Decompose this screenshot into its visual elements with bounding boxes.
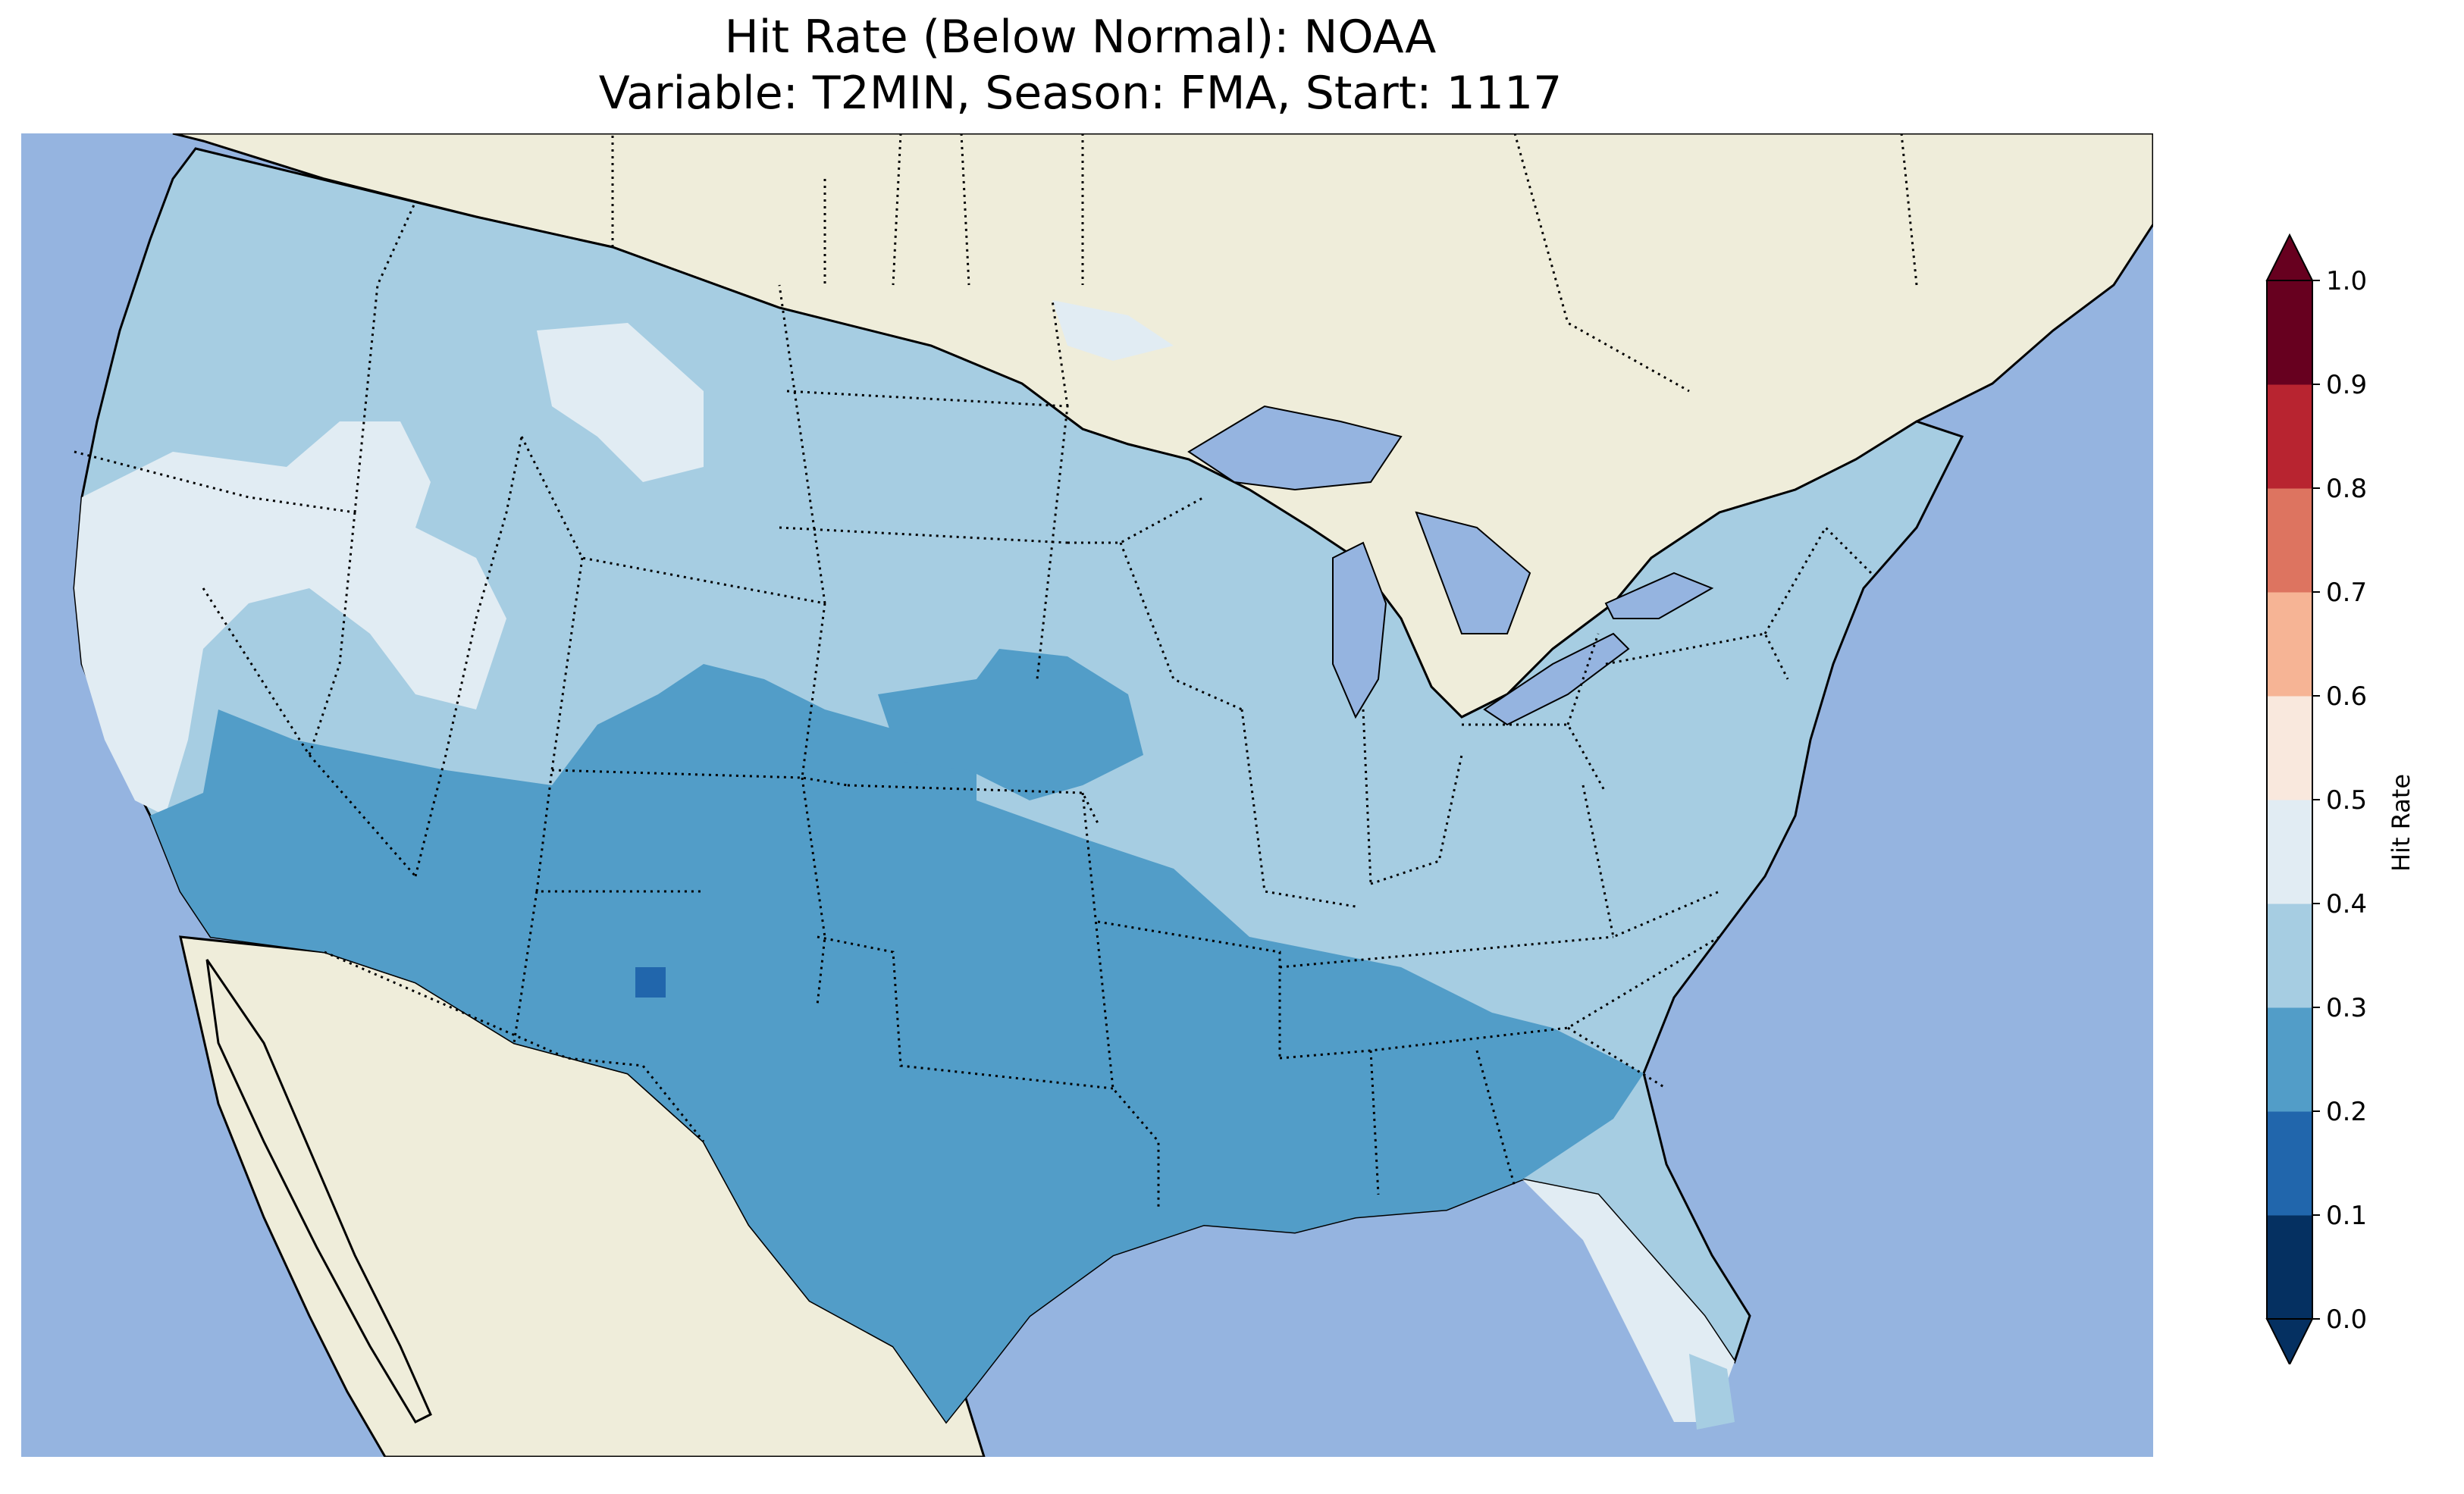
colorbar-extend-min (2265, 1318, 2314, 1364)
colorbar-bin (2267, 1215, 2312, 1320)
region-new-mexico-spot (635, 967, 666, 998)
map-title-line2: Variable: T2MIN, Season: FMA, Start: 111… (598, 67, 1563, 120)
colorbar-extend-max (2265, 233, 2314, 281)
colorbar-bin (2267, 488, 2312, 593)
colorbar-tick-label: 1.0 (2326, 266, 2367, 296)
colorbar-tick-label: 0.9 (2326, 370, 2367, 400)
colorbar-tick-label: 0.1 (2326, 1201, 2367, 1231)
colorbar-bin (2267, 384, 2312, 489)
colorbar-bin (2267, 592, 2312, 697)
region-florida (1522, 1179, 1735, 1422)
colorbar-bin (2267, 696, 2312, 800)
region-nebraska (878, 649, 1143, 800)
colorbar-bin (2267, 1007, 2312, 1112)
lake-ontario (1604, 572, 1714, 619)
lake-erie (1483, 632, 1630, 726)
colorbar-bin (2267, 800, 2312, 904)
region-minnesota-light (1052, 300, 1174, 361)
international-border (324, 133, 1918, 1142)
colorbar: 0.0 0.1 0.2 0.3 0.4 0.5 0.6 0.7 0.8 0.9 1.0 (2265, 233, 2367, 1364)
map-title-line1: Hit Rate (Below Normal): NOAA (724, 11, 1437, 64)
colorbar-bin (2267, 1111, 2312, 1216)
colorbar-tick-label: 0.5 (2326, 785, 2367, 816)
lake-michigan (1332, 541, 1387, 719)
region-west-coast (74, 421, 506, 816)
region-southwest (150, 664, 1644, 1422)
colorbar-tick-label: 0.2 (2326, 1097, 2367, 1127)
colorbar-tick-label: 0.0 (2326, 1305, 2367, 1335)
colorbar-tick-label: 0.7 (2326, 578, 2367, 608)
colorbar-tick-label: 0.8 (2326, 474, 2367, 504)
colorbar-label: Hit Rate (2387, 773, 2415, 872)
lake-huron (1415, 511, 1531, 634)
baja-peninsula (205, 959, 432, 1424)
colorbar-tick-label: 0.3 (2326, 993, 2367, 1023)
state-borders (74, 133, 1873, 1210)
colorbar-tick-label: 0.4 (2326, 889, 2367, 919)
colorbar-tick-label: 0.6 (2326, 681, 2367, 712)
colorbar-bin (2267, 280, 2312, 385)
region-south-florida (1689, 1354, 1735, 1430)
region-montana-light (537, 323, 704, 482)
colorbar-bin (2267, 904, 2312, 1008)
map-frame (21, 133, 2153, 1457)
lake-superior (1187, 405, 1403, 491)
